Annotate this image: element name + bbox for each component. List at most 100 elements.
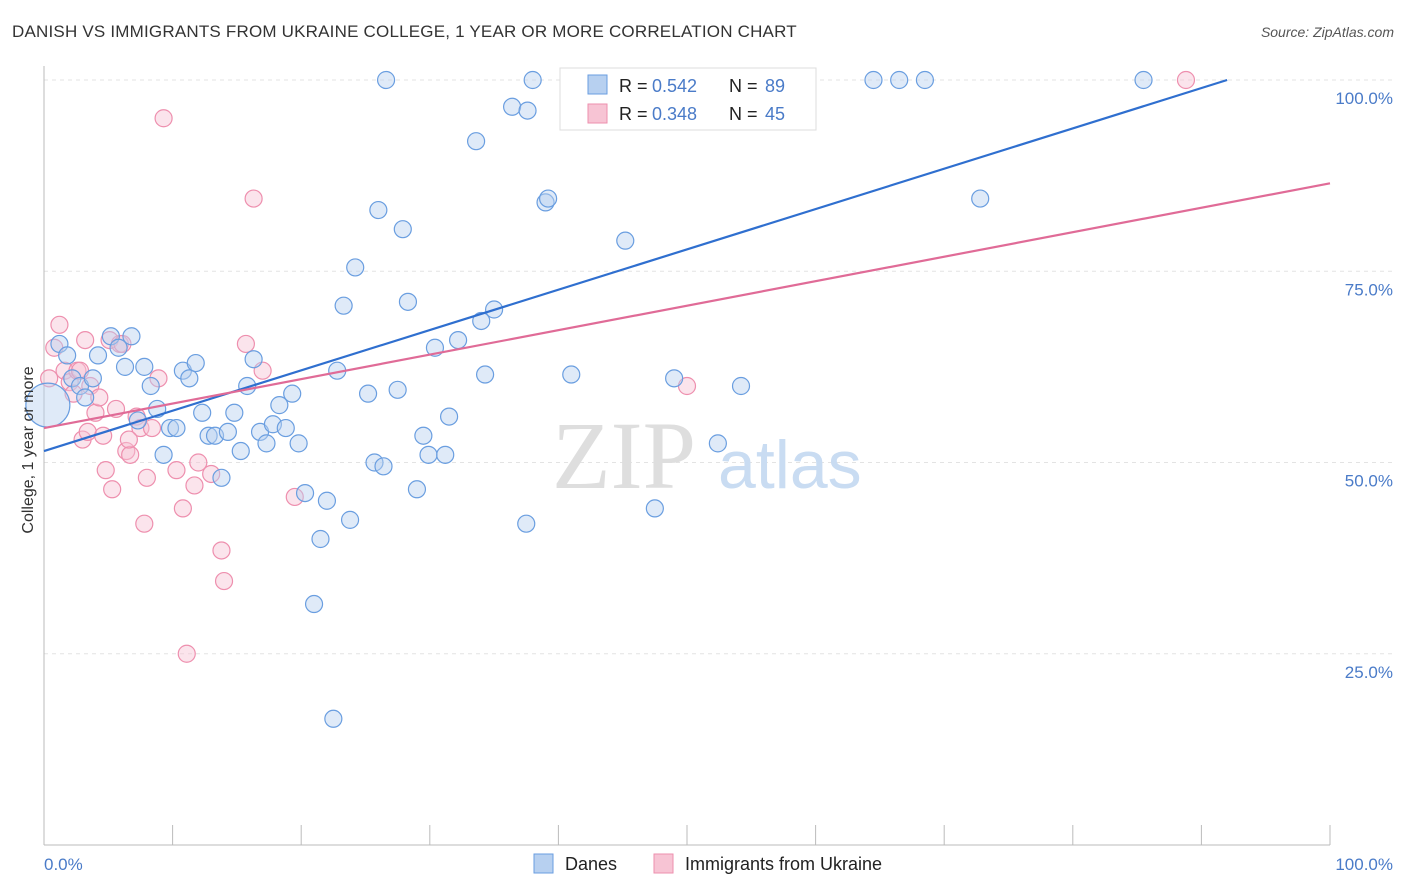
data-point bbox=[199, 426, 218, 445]
data-point bbox=[864, 70, 883, 90]
data-point bbox=[324, 709, 343, 728]
data-point bbox=[189, 453, 208, 472]
legend-danes-r-value: 0.542 bbox=[652, 76, 697, 96]
data-point bbox=[295, 484, 315, 503]
data-point bbox=[128, 411, 147, 430]
data-point bbox=[122, 327, 141, 346]
data-point bbox=[63, 369, 82, 388]
data-point bbox=[334, 296, 353, 315]
data-point bbox=[358, 384, 378, 403]
data-point bbox=[317, 491, 337, 510]
data-point bbox=[365, 453, 384, 472]
data-point bbox=[439, 407, 459, 426]
data-point bbox=[562, 365, 581, 384]
data-point bbox=[393, 220, 412, 239]
grid-lines bbox=[44, 79, 1393, 655]
y-tick-label: 50.0% bbox=[1345, 472, 1393, 491]
data-point bbox=[160, 418, 180, 438]
legend-ukraine-n-value: 45 bbox=[765, 104, 785, 124]
source-label: Source: ZipAtlas.com bbox=[1260, 24, 1394, 40]
data-point bbox=[369, 200, 388, 220]
danes-trend-line bbox=[43, 78, 1228, 453]
data-point bbox=[340, 510, 360, 529]
data-point bbox=[466, 132, 486, 151]
data-point bbox=[154, 445, 173, 464]
bottom-legend-swatch-ukraine bbox=[653, 853, 674, 874]
legend-danes-n-value: 89 bbox=[765, 76, 785, 96]
data-point bbox=[119, 430, 138, 449]
data-point bbox=[890, 70, 909, 90]
data-point bbox=[448, 331, 468, 350]
data-point bbox=[186, 353, 205, 373]
data-point bbox=[121, 445, 140, 464]
data-point bbox=[90, 388, 109, 407]
data-point bbox=[244, 189, 263, 208]
data-point bbox=[193, 403, 212, 422]
y-tick-labels: 25.0% 50.0% 75.0% 100.0% bbox=[1335, 89, 1393, 682]
data-point bbox=[76, 388, 95, 407]
bottom-legend-ukraine: Immigrants from Ukraine bbox=[685, 854, 882, 874]
watermark-atlas: atlas bbox=[718, 427, 862, 503]
data-point bbox=[135, 357, 154, 376]
data-point bbox=[177, 644, 196, 663]
data-point bbox=[135, 514, 154, 533]
data-point bbox=[40, 369, 59, 388]
data-point bbox=[58, 346, 77, 365]
data-point bbox=[503, 97, 522, 116]
y-tick-label: 75.0% bbox=[1345, 280, 1393, 299]
data-point bbox=[137, 468, 156, 487]
data-point bbox=[276, 418, 295, 438]
data-point bbox=[154, 109, 173, 128]
legend-ukraine-r-label: R = bbox=[619, 104, 648, 124]
data-point bbox=[83, 369, 102, 388]
watermark: ZIP atlas bbox=[552, 402, 862, 509]
axes bbox=[43, 66, 1331, 846]
chart-title: DANISH VS IMMIGRANTS FROM UKRAINE COLLEG… bbox=[12, 22, 797, 41]
data-point bbox=[185, 476, 204, 495]
data-point bbox=[202, 464, 221, 484]
data-point bbox=[436, 445, 455, 464]
stats-legend: R = 0.542 N = 89 R = 0.348 N = 45 bbox=[559, 67, 817, 131]
data-point bbox=[103, 480, 122, 499]
data-point bbox=[971, 189, 990, 208]
data-point bbox=[141, 376, 160, 396]
data-point bbox=[475, 365, 495, 384]
data-point bbox=[257, 434, 276, 453]
data-point bbox=[731, 376, 751, 396]
data-point bbox=[407, 480, 427, 499]
y-tick-label: 100.0% bbox=[1335, 89, 1393, 108]
data-point bbox=[231, 441, 250, 461]
y-axis-label: College, 1 year or more bbox=[20, 366, 37, 533]
data-point bbox=[212, 468, 231, 487]
data-point bbox=[518, 101, 537, 120]
bottom-legend-danes: Danes bbox=[565, 854, 617, 874]
data-point bbox=[645, 499, 664, 518]
data-point bbox=[115, 357, 135, 376]
data-point bbox=[517, 514, 536, 533]
data-point bbox=[376, 70, 396, 90]
data-point bbox=[616, 231, 635, 250]
data-point bbox=[212, 541, 231, 560]
data-point bbox=[96, 461, 115, 480]
data-point bbox=[270, 396, 289, 415]
data-point bbox=[218, 422, 237, 441]
data-point bbox=[1176, 70, 1196, 90]
data-point bbox=[289, 434, 308, 453]
data-point bbox=[539, 189, 558, 208]
data-point bbox=[311, 529, 330, 549]
data-point bbox=[374, 457, 393, 476]
ukraine-points bbox=[40, 70, 1196, 663]
legend-danes-n-label: N = bbox=[729, 76, 758, 96]
data-point bbox=[915, 70, 935, 90]
data-point bbox=[285, 487, 304, 507]
legend-ukraine-r-value: 0.348 bbox=[652, 104, 697, 124]
data-point bbox=[398, 292, 418, 311]
data-point bbox=[214, 571, 234, 591]
data-point bbox=[708, 434, 727, 453]
data-point bbox=[472, 311, 491, 331]
data-point bbox=[225, 403, 244, 422]
data-point bbox=[167, 418, 186, 438]
data-point bbox=[149, 369, 168, 388]
series-legend: Danes Immigrants from Ukraine bbox=[533, 853, 882, 874]
